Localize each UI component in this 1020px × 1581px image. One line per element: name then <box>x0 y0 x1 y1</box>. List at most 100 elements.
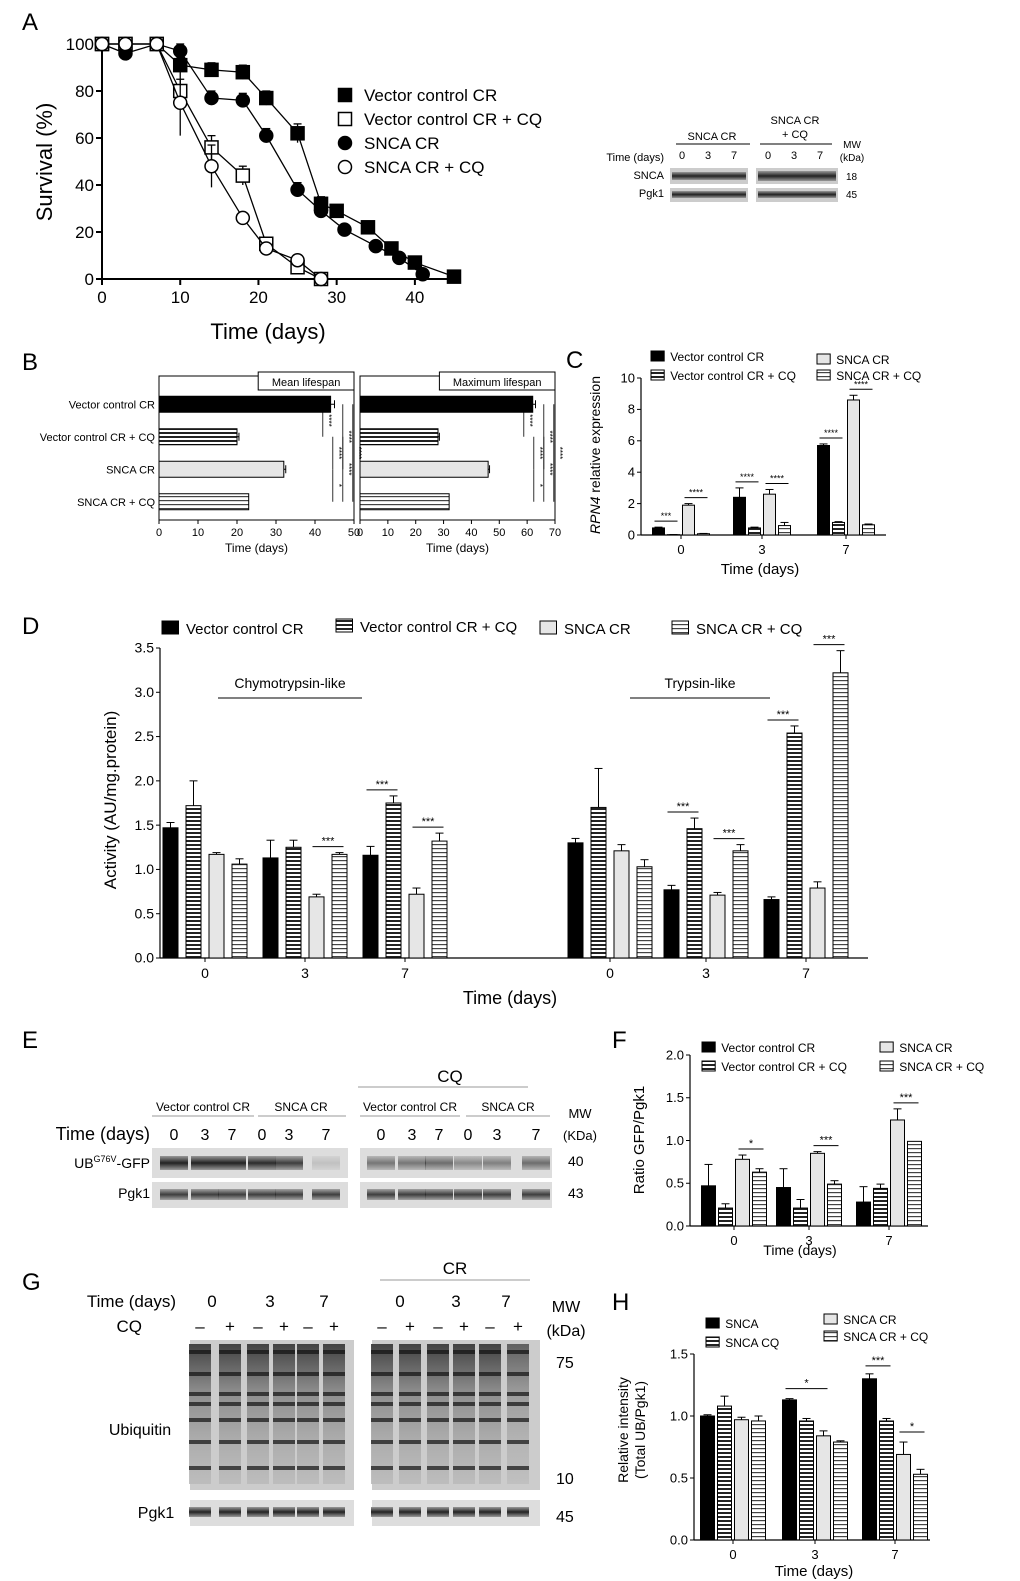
ubiquitin-band <box>273 1466 295 1470</box>
significance-label: * <box>749 1138 754 1150</box>
legend-swatch <box>879 1041 894 1053</box>
gfp-y-label: Ratio GFP/Pgk1 <box>631 1086 648 1194</box>
blot-e-mw-43: 43 <box>568 1185 584 1201</box>
bar-snca-cr-0 <box>735 1158 750 1227</box>
ubiquitin-band <box>219 1392 241 1396</box>
ubiquitin-band <box>427 1372 449 1376</box>
y-tick-label: 0 <box>85 270 94 289</box>
ubiquitin-band <box>427 1466 449 1470</box>
significance-label: **** <box>555 447 564 459</box>
ubiquitin-band <box>453 1440 475 1444</box>
legend-label: Vector control CR + CQ <box>360 619 517 636</box>
blot-g-cq-signs: – + – + – + – + – + – + <box>195 1317 523 1336</box>
ubiquitin-band <box>427 1402 449 1406</box>
y-tick-label: 4 <box>628 465 635 480</box>
group-label-trypsin: Trypsin-like <box>664 675 735 691</box>
x-tick-label: 20 <box>249 288 268 307</box>
ubiquitin-band <box>297 1466 319 1470</box>
blot-g-cq-label: CQ <box>117 1317 143 1336</box>
bar-snca-cr-cq <box>158 493 250 511</box>
ubiquitin-band <box>507 1402 529 1406</box>
cq-sign: – <box>433 1317 443 1336</box>
title-box <box>438 371 556 391</box>
ubgfp-band <box>522 1156 550 1170</box>
panel-letter-g: G <box>22 1269 41 1296</box>
blot-a-time-7a: 7 <box>731 150 737 162</box>
significance-label: **** <box>545 463 554 475</box>
ubiquitin-band <box>507 1440 529 1444</box>
x-tick-label: 3 <box>758 542 765 557</box>
ubiquitin-band <box>247 1466 269 1470</box>
y-tick-label: 1.5 <box>666 1090 684 1105</box>
bar-snca-cr-cq-3 <box>732 850 749 959</box>
time-label: 7 <box>501 1292 510 1311</box>
ubiquitin-band <box>427 1418 449 1422</box>
category-label: SNCA CR + CQ <box>77 497 155 509</box>
legend-swatch <box>705 1336 720 1348</box>
ub-x-label: Time (days) <box>775 1563 854 1580</box>
x-tick-label: 7 <box>891 1547 898 1562</box>
time-label: 3 <box>408 1127 417 1144</box>
time-label: 7 <box>435 1127 444 1144</box>
survival-x-label: Time (days) <box>210 319 325 344</box>
x-tick-label: 7 <box>885 1233 892 1248</box>
significance-label: **** <box>354 447 363 459</box>
significance-label: * <box>804 1378 809 1390</box>
y-tick-label: 1.5 <box>135 817 155 833</box>
ubiquitin-band <box>219 1350 241 1354</box>
ubiquitin-lane <box>297 1344 319 1484</box>
x-tick-label: 10 <box>171 288 190 307</box>
ub-y-label-1: Relative intensity <box>615 1377 631 1483</box>
bar-vector-control-cr-cq-7 <box>873 1187 888 1227</box>
pgk1-band <box>522 1189 550 1200</box>
blot-g-row-ubiquitin: Ubiquitin <box>109 1422 171 1439</box>
significance-label: *** <box>820 1135 834 1147</box>
cq-sign: + <box>225 1317 235 1336</box>
legend-label: Vector control CR + CQ <box>721 1060 847 1074</box>
x-tick-label: 3 <box>805 1233 812 1248</box>
cq-sign: – <box>377 1317 387 1336</box>
group-label-chymotrypsin: Chymotrypsin-like <box>234 675 345 691</box>
blot-e-group-b2: SNCA CR <box>481 1100 535 1114</box>
ubgfp-band <box>483 1156 511 1170</box>
cq-sign: – <box>253 1317 263 1336</box>
ubiquitin-band <box>273 1372 295 1376</box>
ubiquitin-band <box>479 1372 501 1376</box>
ubiquitin-band <box>189 1350 211 1354</box>
bar-vector-control-cr <box>158 395 332 413</box>
ubiquitin-lane <box>453 1344 475 1484</box>
bar-vector-control-cr-cq-3 <box>748 527 761 536</box>
legend-marker <box>337 111 353 127</box>
ubiquitin-band <box>453 1392 475 1396</box>
ubiquitin-band <box>399 1440 421 1444</box>
bar-vector-control-cr-7 <box>763 899 780 959</box>
bar-vector-control-cr-3 <box>733 496 746 536</box>
legend-swatch <box>650 369 665 381</box>
y-tick-label: 2.5 <box>135 728 155 744</box>
ubgfp-band <box>398 1156 426 1170</box>
ub-y-label-2: (Total UB/Pgk1) <box>632 1381 648 1479</box>
time-label: 7 <box>322 1127 331 1144</box>
blot-g-time-labels: 0 3 7 0 3 7 <box>207 1292 510 1311</box>
blot-g-mw-75: 75 <box>556 1355 574 1372</box>
time-label: 3 <box>201 1127 210 1144</box>
y-tick-label: 1.0 <box>670 1408 688 1423</box>
time-label: 7 <box>319 1292 328 1311</box>
pgk1-band <box>371 1507 393 1517</box>
legend-swatch <box>650 350 665 362</box>
significance-label: **** <box>824 428 839 438</box>
bar-snca-cr <box>359 460 489 478</box>
rpn4-legend: Vector control CR Vector control CR + CQ S… <box>650 350 921 383</box>
y-tick-label: 2.0 <box>666 1047 684 1062</box>
panel-letter-f: F <box>612 1027 627 1054</box>
bar-snca-cr-7 <box>847 399 860 536</box>
bar-snca-cr-3 <box>810 1152 825 1227</box>
legend-swatch <box>161 620 179 635</box>
ubiquitin-band <box>399 1466 421 1470</box>
ubiquitin-lane <box>427 1344 449 1484</box>
blot-a-mw-header-2: (kDa) <box>840 153 864 164</box>
x-tick-label: 3 <box>702 965 710 981</box>
legend-swatch <box>539 620 557 635</box>
y-tick-label: 2.0 <box>135 773 155 789</box>
